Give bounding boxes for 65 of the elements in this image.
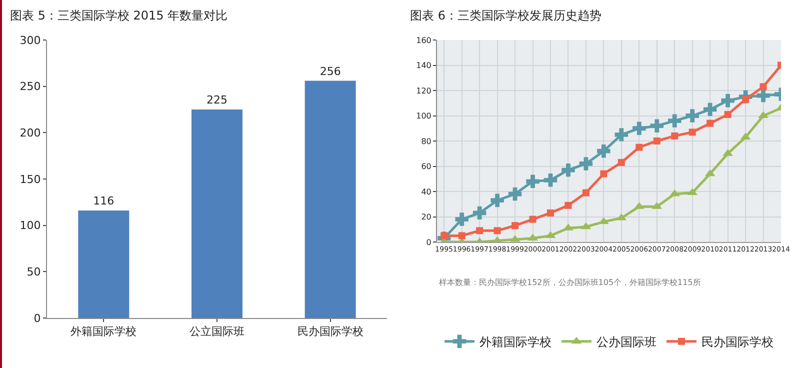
point [632,122,646,135]
x-tick-label: 民办国际学校 [297,325,364,338]
y-tick-label: 150 [20,172,41,186]
point [472,206,486,220]
legend-label: 公办国际班 [596,335,656,350]
point [760,83,767,90]
data-label: 116 [93,194,114,208]
point [490,194,504,207]
point [650,119,664,132]
point [703,102,717,116]
y-tick-label: 140 [416,61,432,70]
y-tick-label: 250 [20,80,41,94]
point [597,144,610,158]
point [476,227,484,234]
y-tick-label: 20 [421,212,432,222]
data-label: 225 [206,94,228,106]
point [721,94,734,108]
point [458,232,466,240]
point [614,128,628,142]
point [756,88,770,102]
point [582,189,590,196]
point [686,109,699,122]
point [529,216,536,223]
bar [78,210,130,318]
y-tick-label: 60 [421,162,432,172]
legend-label: 外籍国际学校 [480,335,552,350]
point [564,202,572,209]
y-tick-label: 0 [426,238,432,247]
point [579,157,593,170]
point [544,174,558,187]
point [512,222,519,230]
x-tick-label: 外籍国际学校 [70,325,137,338]
point [546,209,554,216]
y-tick-label: 160 [416,36,432,45]
point [562,163,575,177]
bar [304,80,356,318]
point [671,132,678,140]
point [636,144,643,151]
y-tick-label: 200 [20,126,41,140]
y-tick-label: 50 [26,266,41,279]
y-tick-label: 300 [20,34,41,47]
point [526,174,540,188]
y-tick-label: 0 [34,312,41,325]
point [668,114,682,128]
y-tick-label: 120 [416,86,432,96]
point [508,187,522,201]
chart-title: 图表 6：三类国际学校发展历史趋势 [410,8,602,22]
point [618,158,625,166]
legend-label: 民办国际学校 [702,335,774,350]
y-tick-label: 40 [421,187,432,196]
bar [192,110,242,318]
point [494,227,501,234]
point [600,170,608,178]
x-tick-label: 公立国际班 [190,325,244,338]
point [724,110,732,118]
y-tick-label: 80 [421,136,432,146]
text: 样本数量：民办国际学校152所，公办国际班105个，外籍国际学校115所 [439,278,701,287]
data-label: 256 [320,64,341,78]
y-tick-label: 100 [20,219,41,232]
chart-title: 图表 5：三类国际学校 2015 年数量对比 [10,8,228,22]
point [455,212,468,226]
point [688,128,696,136]
y-tick-label: 100 [416,112,432,121]
point [706,120,714,127]
point [653,138,660,144]
